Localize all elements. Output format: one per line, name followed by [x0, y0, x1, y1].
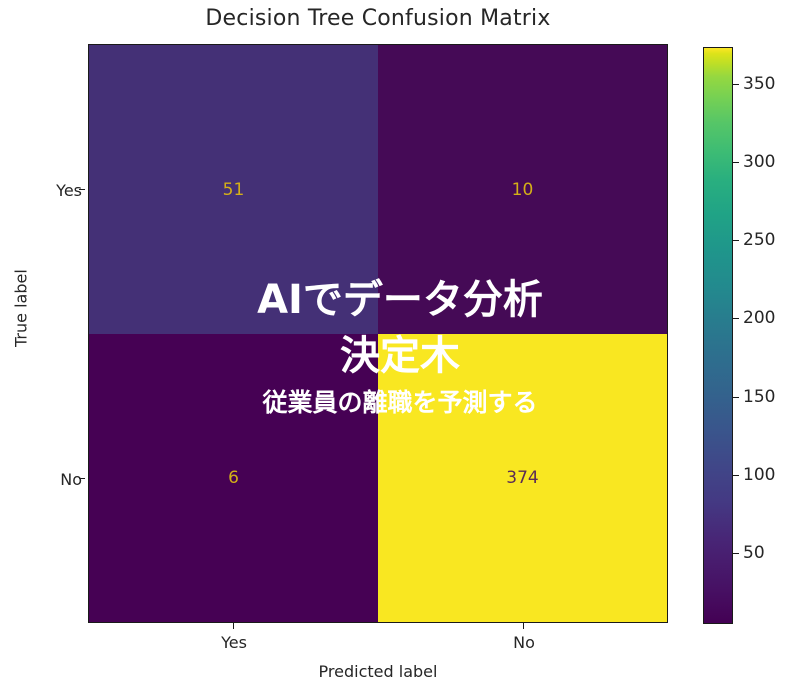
matrix-cell-value: 374: [506, 468, 539, 489]
page-title: Decision Tree Confusion Matrix: [205, 6, 551, 31]
matrix-cell-true-yes-pred-yes: 51: [89, 45, 378, 334]
colorbar-tick-label-50: 50: [743, 543, 765, 563]
colorbar-tick-label-350: 350: [743, 74, 776, 94]
ytick-label-yes: Yes: [56, 181, 82, 200]
colorbar-tick-label-150: 150: [743, 387, 776, 407]
matrix-cell-true-no-pred-yes: 6: [89, 333, 378, 622]
colorbar-tick-mark-150: [733, 397, 739, 399]
yaxis-label: True label: [11, 269, 31, 347]
matrix-cell-value: 10: [511, 179, 534, 200]
matrix-cell-value: 6: [228, 468, 239, 489]
colorbar-tick-label-100: 100: [743, 465, 776, 485]
colorbar-tick-mark-200: [733, 318, 739, 320]
colorbar-tick-label-200: 200: [743, 308, 776, 328]
matrix-cell-value: 51: [222, 179, 245, 200]
colorbar-tick-mark-100: [733, 475, 739, 477]
colorbar-tick-mark-350: [733, 84, 739, 86]
ytick-mark-no: [79, 478, 85, 480]
colorbar-gradient: [703, 47, 733, 624]
xtick-mark-no: [523, 623, 525, 629]
ytick-label-no: No: [60, 470, 82, 489]
colorbar-tick-label-250: 250: [743, 230, 776, 250]
colorbar-tick-mark-250: [733, 240, 739, 242]
matrix-cell-true-yes-pred-no: 10: [378, 45, 667, 334]
xtick-label-no: No: [513, 633, 535, 652]
xtick-mark-yes: [233, 623, 235, 629]
colorbar-tick-label-300: 300: [743, 152, 776, 172]
xtick-label-yes: Yes: [221, 633, 247, 652]
heatmap-plot-area: 51 10 6 374: [88, 44, 668, 623]
colorbar-tick-mark-50: [733, 553, 739, 555]
colorbar-tick-mark-300: [733, 162, 739, 164]
ytick-mark-yes: [79, 189, 85, 191]
matrix-cell-true-no-pred-no: 374: [378, 333, 667, 622]
xaxis-label: Predicted label: [318, 662, 438, 681]
